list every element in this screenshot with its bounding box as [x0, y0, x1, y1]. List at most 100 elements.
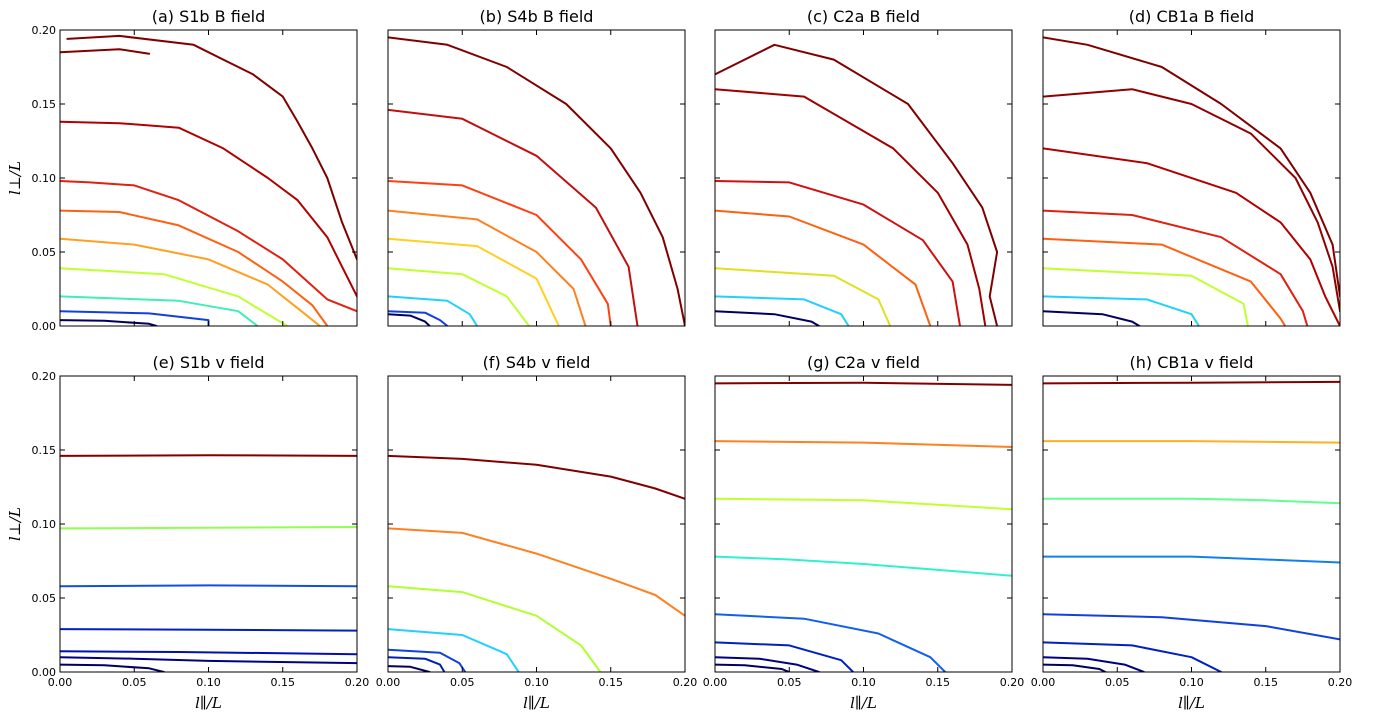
panel-b: (b) S4b B field — [387, 7, 686, 327]
contour-line-5 — [388, 527, 685, 617]
contour-line-5 — [60, 209, 329, 326]
contour-line-1 — [388, 310, 449, 326]
x-tick-label: 0.10 — [1179, 676, 1204, 689]
contour-line-0 — [1043, 663, 1107, 672]
contour-line-2 — [388, 648, 467, 672]
x-tick-label: 0.15 — [926, 676, 951, 689]
contour-line-0 — [388, 313, 431, 326]
contour-line-0 — [1043, 310, 1141, 326]
axes-frame — [59, 375, 358, 673]
contour-line-0 — [715, 663, 791, 672]
contour-line-8 — [388, 36, 685, 326]
contour-line-2 — [1043, 267, 1249, 326]
contour-line-7 — [60, 120, 357, 298]
contour-line-2 — [388, 295, 479, 326]
x-tick-label: 0.15 — [599, 676, 624, 689]
contour-line-4 — [1043, 555, 1340, 564]
axes-frame — [1042, 375, 1341, 673]
contour-line-3 — [60, 267, 289, 326]
contour-line-4 — [60, 584, 357, 588]
x-tick-label: 0.05 — [1105, 676, 1130, 689]
axes-frame — [387, 29, 686, 327]
contour-line-5 — [60, 526, 357, 530]
contour-line-5 — [715, 88, 987, 326]
contour-line-4 — [60, 237, 321, 326]
contour-line-4 — [388, 237, 560, 326]
y-tick-label: 0.15 — [32, 98, 57, 111]
y-tick-label: 0.20 — [32, 370, 57, 383]
contour-group — [1043, 380, 1340, 672]
x-tick-label: 0.05 — [122, 676, 147, 689]
panel-h: (h) CB1a v field 0.00 0.05 0.10 0.15 0.20 l∥/L — [1031, 353, 1353, 712]
y-tick-label: 0.00 — [32, 666, 57, 679]
contour-line-3 — [388, 628, 520, 672]
contour-line-6 — [1043, 440, 1340, 444]
panel-f: (f) S4b v field 0.00 0.05 0.10 0.15 0.20 l∥/L — [376, 353, 698, 712]
x-axis-label: l∥/L — [850, 694, 877, 712]
y-tick-label: 0.00 — [32, 320, 57, 333]
x-axis-label: l∥/L — [195, 694, 222, 712]
y-tick-label: 0.05 — [32, 246, 57, 259]
contour-line-2 — [60, 295, 259, 326]
x-tick-label: 0.20 — [345, 676, 370, 689]
contour-line-5 — [715, 497, 1012, 511]
x-tick-label: 0.20 — [1328, 676, 1353, 689]
panel-title: (h) CB1a v field — [1129, 353, 1253, 372]
y-tick-label: 0.10 — [32, 518, 57, 531]
panel-title: (e) S1b v field — [152, 353, 264, 372]
y-tick-label: 0.15 — [32, 444, 57, 457]
y-tick-label: 0.20 — [32, 24, 57, 37]
contour-line-6 — [1043, 88, 1340, 313]
contour-line-6 — [388, 180, 612, 326]
contour-line-2 — [60, 650, 357, 656]
contour-line-8 — [66, 34, 357, 261]
contour-line-6 — [715, 440, 1012, 448]
x-tick-label: 0.05 — [777, 676, 802, 689]
x-tick-label: 0.10 — [851, 676, 876, 689]
contour-line-7 — [715, 381, 1012, 386]
x-tick-label: 0.00 — [376, 676, 401, 689]
panel-title: (d) CB1a B field — [1129, 7, 1255, 26]
x-tick-label: 0.20 — [1000, 676, 1025, 689]
panel-e: (e) S1b v field 0.00 0.05 0.10 0.15 0.20 0.00 0… — [6, 353, 369, 712]
x-tick-label: 0.00 — [48, 676, 73, 689]
x-tick-label: 0.00 — [1031, 676, 1056, 689]
contour-line-3 — [388, 267, 531, 326]
panel-title: (c) C2a B field — [807, 7, 920, 26]
contour-line-3 — [715, 613, 947, 672]
contour-line-4 — [388, 585, 602, 672]
contour-line-1 — [715, 295, 850, 326]
contour-group — [1043, 36, 1340, 326]
x-tick-label: 0.10 — [524, 676, 549, 689]
contour-line-5 — [388, 209, 587, 326]
contour-line-3 — [715, 209, 932, 326]
contour-line-1 — [388, 656, 446, 672]
panel-title: (a) S1b B field — [152, 7, 266, 26]
contour-line-1 — [715, 656, 820, 672]
contour-line-1 — [1043, 656, 1145, 672]
x-tick-label: 0.20 — [673, 676, 698, 689]
contour-line-3 — [1043, 237, 1287, 326]
y-axis-label: l⊥/L — [6, 161, 24, 195]
contour-line-1 — [60, 656, 357, 665]
contour-line-3 — [60, 628, 357, 632]
panel-title: (f) S4b v field — [483, 353, 591, 372]
contour-line-3 — [1043, 613, 1340, 641]
y-tick-label: 0.10 — [32, 172, 57, 185]
contour-line-7 — [1043, 380, 1340, 385]
axes-frame — [59, 29, 358, 327]
x-tick-label: 0.05 — [450, 676, 475, 689]
contour-line-6 — [60, 454, 357, 457]
contour-line-2 — [1043, 641, 1223, 672]
contour-line-9 — [60, 48, 151, 55]
axes-frame — [714, 29, 1013, 327]
x-axis-label: l∥/L — [1178, 694, 1205, 712]
contour-line-0 — [60, 663, 165, 672]
panel-c: (c) C2a B field — [714, 7, 1013, 327]
contour-group — [715, 381, 1012, 672]
contour-line-6 — [715, 43, 999, 326]
panel-title: (g) C2a v field — [807, 353, 920, 372]
x-tick-label: 0.10 — [196, 676, 221, 689]
contour-group — [60, 34, 357, 326]
